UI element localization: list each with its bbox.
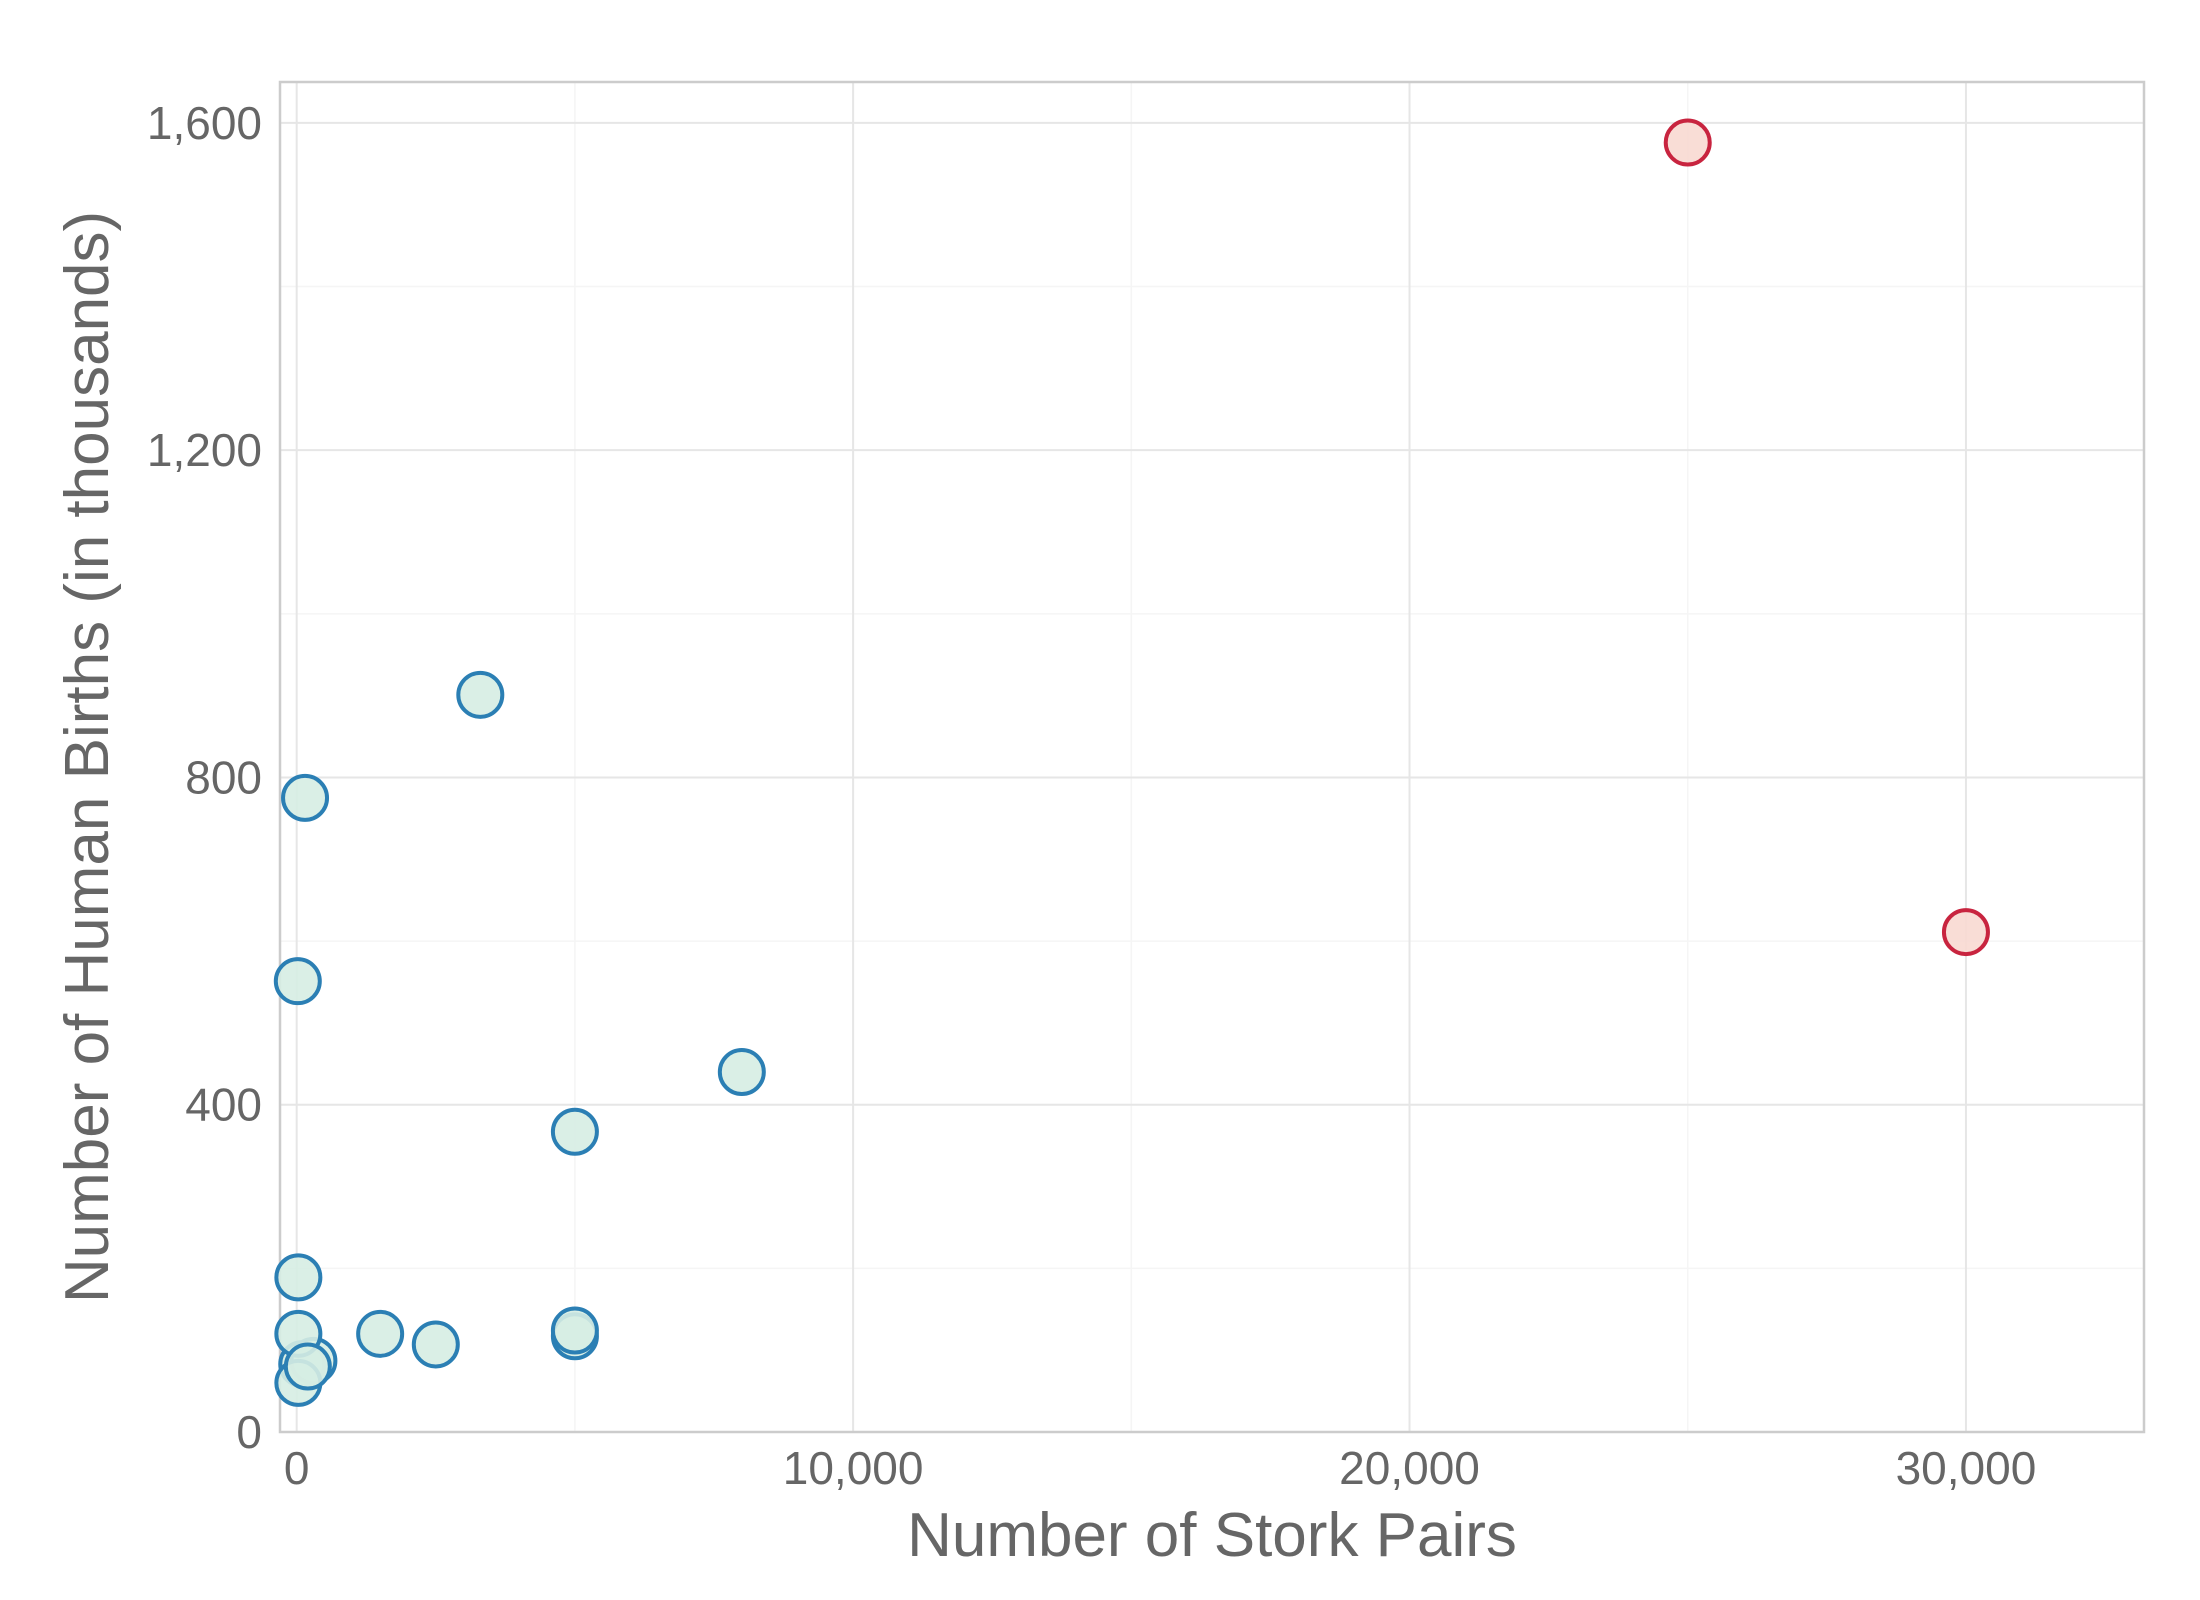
data-point-typical <box>273 957 322 1006</box>
data-point-typical <box>283 1342 332 1391</box>
data-point-typical <box>550 1306 599 1355</box>
x-axis-ticks: 0 10,000 20,000 30,000 <box>284 1442 2036 1494</box>
x-tick-label: 20,000 <box>1339 1442 1480 1494</box>
data-point-typical <box>550 1107 599 1156</box>
y-axis-title: Number of Human Births (in thousands) <box>53 211 122 1303</box>
grid <box>280 82 2144 1433</box>
data-point-typical <box>281 773 330 822</box>
y-tick-label: 1,600 <box>147 97 262 149</box>
data-points <box>273 118 1990 1407</box>
plot-panel-border <box>278 80 2146 1434</box>
data-point-outlier <box>1663 118 1712 167</box>
data-point-outlier <box>1941 908 1990 957</box>
y-tick-label: 400 <box>185 1079 262 1131</box>
y-tick-label: 800 <box>185 751 262 803</box>
x-tick-label: 0 <box>284 1442 310 1494</box>
y-tick-label: 0 <box>236 1406 262 1458</box>
data-point-typical <box>456 670 505 719</box>
data-point-typical <box>717 1048 766 1096</box>
y-tick-label: 1,200 <box>147 424 262 476</box>
x-axis-title: Number of Stork Pairs <box>907 1501 1517 1570</box>
y-axis-ticks: 0 400 800 1,200 1,600 <box>147 97 262 1458</box>
x-tick-label: 30,000 <box>1896 1442 2037 1494</box>
data-point-typical <box>274 1253 323 1302</box>
data-point-typical <box>356 1309 405 1358</box>
data-point-typical <box>411 1320 460 1369</box>
x-tick-label: 10,000 <box>783 1442 924 1494</box>
